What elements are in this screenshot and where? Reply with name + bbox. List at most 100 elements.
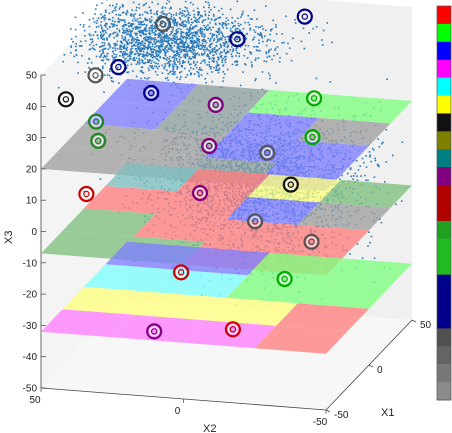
- scatter-point: [153, 40, 155, 43]
- scatter-point: [235, 27, 237, 30]
- scatter-point: [229, 8, 232, 11]
- scatter-point: [172, 14, 175, 16]
- scatter-point: [162, 10, 164, 13]
- scatter-point: [315, 26, 318, 28]
- scatter-point: [167, 42, 169, 44]
- scatter-point: [175, 42, 178, 44]
- scatter-point: [70, 46, 72, 48]
- scatter-point: [170, 30, 173, 33]
- scatter-point: [257, 57, 260, 59]
- scatter-point: [234, 20, 237, 23]
- scatter-point: [102, 30, 104, 33]
- scatter-point: [173, 22, 175, 25]
- scatter-point: [221, 59, 223, 62]
- scatter-point: [182, 40, 184, 42]
- scatter-point: [152, 50, 155, 53]
- scatter-point: [135, 38, 138, 41]
- scatter-point: [149, 37, 151, 39]
- scatter-point: [109, 18, 111, 21]
- scatter-point: [379, 218, 381, 221]
- scatter-point: [253, 29, 255, 32]
- scatter-point: [218, 38, 220, 41]
- scatter-point: [140, 20, 142, 23]
- scatter-point: [371, 147, 374, 150]
- scatter-point: [179, 63, 181, 65]
- scatter-point: [179, 11, 182, 13]
- scatter-point: [207, 55, 209, 58]
- scatter-point: [136, 18, 139, 20]
- scatter-point: [215, 68, 218, 71]
- scatter-point: [210, 28, 212, 31]
- scatter-point: [181, 31, 183, 34]
- scatter-point: [113, 53, 115, 55]
- scatter-point: [265, 52, 268, 55]
- scatter-point: [216, 38, 219, 40]
- scatter-point: [266, 56, 268, 59]
- scatter-point: [213, 58, 215, 60]
- scatter-point: [121, 52, 124, 55]
- scatter-point: [155, 66, 158, 68]
- scatter-point: [106, 37, 108, 39]
- scatter-point: [220, 31, 222, 33]
- scatter-point: [164, 26, 166, 28]
- scatter-point: [57, 86, 60, 89]
- scatter-point: [114, 45, 116, 47]
- scatter-point: [259, 50, 261, 52]
- scatter-point: [227, 19, 229, 22]
- scatter-point: [192, 48, 195, 51]
- scatter-point: [158, 19, 160, 21]
- scatter-point: [208, 27, 211, 29]
- scatter-point: [197, 11, 199, 14]
- scatter-point: [103, 14, 106, 16]
- scatter-point: [122, 38, 125, 41]
- scatter-point: [96, 34, 99, 37]
- scatter-point: [253, 9, 256, 12]
- scatter-point: [189, 1, 192, 4]
- scatter-point: [263, 60, 266, 62]
- scatter-point: [260, 33, 262, 35]
- scatter-point: [350, 175, 353, 178]
- scatter-point: [82, 190, 85, 192]
- scatter-point: [241, 31, 243, 34]
- scatter-point: [196, 19, 199, 21]
- scatter-point: [169, 44, 171, 46]
- scatter-point: [367, 245, 369, 247]
- scatter-point: [239, 30, 241, 33]
- scatter-point: [194, 63, 197, 66]
- scatter-point: [365, 179, 367, 182]
- scatter-point: [185, 76, 187, 78]
- scatter-point: [221, 25, 224, 27]
- scatter-point: [118, 30, 121, 33]
- scatter-point: [144, 42, 146, 45]
- scatter-point: [72, 41, 74, 43]
- scatter-point: [155, 45, 158, 47]
- scatter-point: [203, 59, 205, 61]
- scatter-point: [99, 50, 101, 53]
- scatter-point: [106, 74, 109, 76]
- scatter-point: [135, 50, 138, 52]
- scatter-point: [95, 26, 98, 28]
- scatter-point: [148, 27, 151, 29]
- scatter-point: [70, 38, 73, 40]
- scatter-point: [187, 18, 189, 21]
- scatter-point: [150, 66, 153, 68]
- scatter-point: [151, 53, 154, 56]
- scatter-point: [245, 38, 248, 40]
- scatter-point: [187, 60, 190, 63]
- scatter-point: [173, 65, 175, 68]
- scatter-point: [201, 15, 203, 18]
- scatter-point: [99, 46, 101, 48]
- scatter-point: [150, 48, 153, 50]
- scatter-point: [148, 6, 151, 9]
- scatter-point: [176, 38, 179, 40]
- scatter-point: [354, 172, 356, 175]
- scatter-point: [174, 18, 177, 21]
- scatter-point: [209, 46, 212, 48]
- scatter-point: [125, 61, 127, 63]
- scatter-point: [219, 55, 222, 58]
- scatter-point: [188, 70, 191, 72]
- scatter-point: [146, 12, 149, 15]
- scatter-point: [157, 40, 160, 42]
- scatter-point: [132, 23, 135, 25]
- scatter-point: [135, 57, 138, 59]
